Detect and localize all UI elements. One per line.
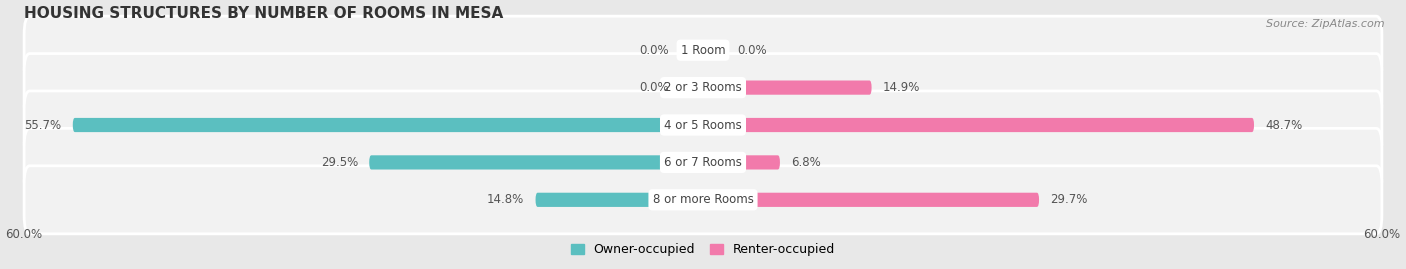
Legend: Owner-occupied, Renter-occupied: Owner-occupied, Renter-occupied bbox=[567, 239, 839, 261]
Text: 4 or 5 Rooms: 4 or 5 Rooms bbox=[664, 119, 742, 132]
FancyBboxPatch shape bbox=[703, 118, 1254, 132]
Text: 2 or 3 Rooms: 2 or 3 Rooms bbox=[664, 81, 742, 94]
FancyBboxPatch shape bbox=[24, 91, 1382, 159]
FancyBboxPatch shape bbox=[370, 155, 703, 169]
FancyBboxPatch shape bbox=[24, 166, 1382, 234]
Text: HOUSING STRUCTURES BY NUMBER OF ROOMS IN MESA: HOUSING STRUCTURES BY NUMBER OF ROOMS IN… bbox=[24, 6, 503, 20]
Text: Source: ZipAtlas.com: Source: ZipAtlas.com bbox=[1267, 19, 1385, 29]
FancyBboxPatch shape bbox=[24, 54, 1382, 122]
Text: 1 Room: 1 Room bbox=[681, 44, 725, 57]
FancyBboxPatch shape bbox=[703, 155, 780, 169]
FancyBboxPatch shape bbox=[703, 193, 1039, 207]
FancyBboxPatch shape bbox=[24, 128, 1382, 196]
Text: 6 or 7 Rooms: 6 or 7 Rooms bbox=[664, 156, 742, 169]
FancyBboxPatch shape bbox=[703, 80, 872, 95]
FancyBboxPatch shape bbox=[24, 16, 1382, 84]
Text: 29.5%: 29.5% bbox=[321, 156, 359, 169]
Text: 55.7%: 55.7% bbox=[24, 119, 62, 132]
Text: 0.0%: 0.0% bbox=[640, 44, 669, 57]
Text: 29.7%: 29.7% bbox=[1050, 193, 1088, 206]
Text: 0.0%: 0.0% bbox=[640, 81, 669, 94]
FancyBboxPatch shape bbox=[536, 193, 703, 207]
Text: 14.8%: 14.8% bbox=[486, 193, 524, 206]
Text: 6.8%: 6.8% bbox=[792, 156, 821, 169]
Text: 48.7%: 48.7% bbox=[1265, 119, 1302, 132]
Text: 0.0%: 0.0% bbox=[737, 44, 766, 57]
FancyBboxPatch shape bbox=[73, 118, 703, 132]
Text: 14.9%: 14.9% bbox=[883, 81, 921, 94]
Text: 8 or more Rooms: 8 or more Rooms bbox=[652, 193, 754, 206]
